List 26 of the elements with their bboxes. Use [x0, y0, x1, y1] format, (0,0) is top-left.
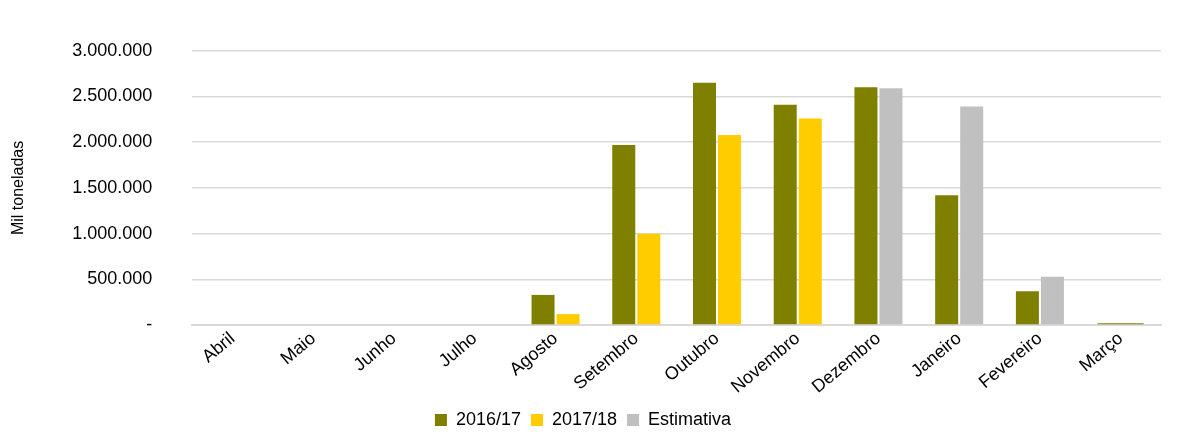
legend-label: Estimativa [648, 408, 733, 429]
bar [1040, 276, 1064, 325]
bar [692, 82, 716, 325]
y-tick-label: 3.000.000 [72, 39, 153, 60]
bar [773, 104, 797, 325]
bar [879, 88, 903, 325]
x-tick-label: Maio [276, 327, 320, 369]
bar [612, 144, 636, 325]
y-tick-label: 500.000 [87, 268, 153, 289]
y-tick-label: 2.500.000 [72, 85, 153, 106]
bar [1015, 291, 1039, 325]
bar [556, 314, 580, 325]
bar [854, 87, 878, 325]
y-tick-label: 2.000.000 [72, 131, 153, 152]
bar [935, 195, 959, 325]
legend-label: 2017/18 [551, 408, 618, 429]
bar [960, 106, 984, 325]
bar [718, 134, 742, 325]
bar [637, 233, 661, 325]
y-tick-label: 1.000.000 [72, 222, 153, 243]
bar [798, 118, 822, 325]
y-tick-label: 1.500.000 [72, 176, 153, 197]
y-axis-title: Mil toneladas [9, 140, 27, 236]
legend-label: 2016/17 [455, 408, 521, 429]
bar [531, 294, 555, 325]
y-tick-label: - [146, 314, 153, 335]
